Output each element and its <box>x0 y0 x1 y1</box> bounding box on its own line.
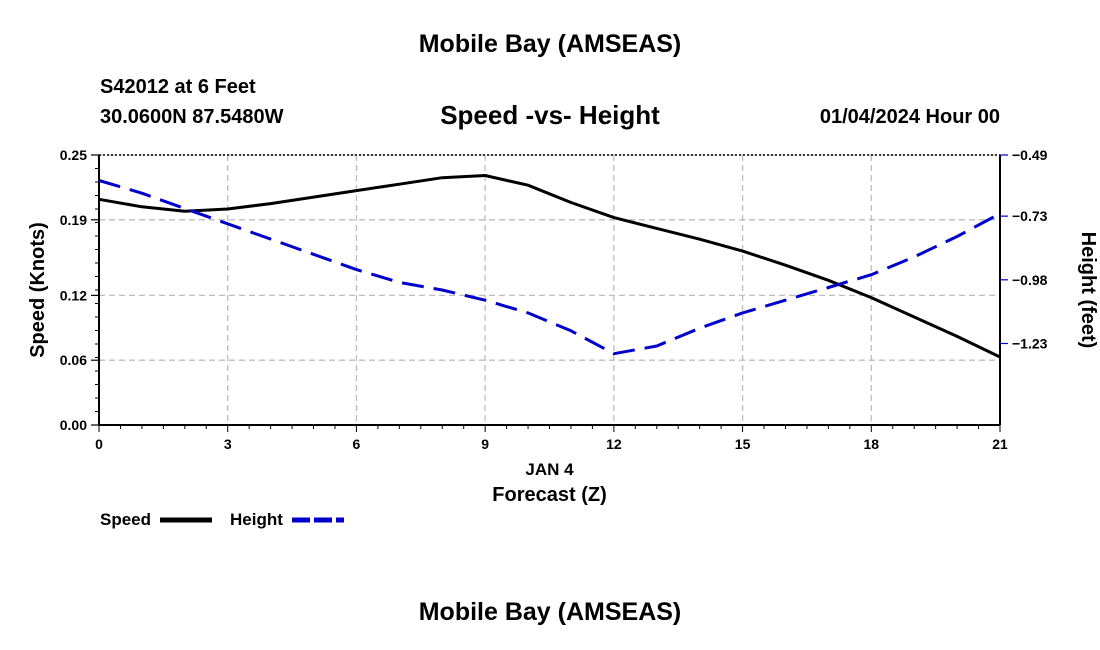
forecast-date: 01/04/2024 Hour 00 <box>819 106 1000 128</box>
x-tick-label: 18 <box>863 436 879 452</box>
y-tick-label: 0.06 <box>60 352 87 368</box>
x-tick-label: 0 <box>95 436 103 452</box>
x-tick-label: 12 <box>606 436 622 452</box>
x-tick-label: 15 <box>735 436 751 452</box>
chart-title: Speed -vs- Height <box>440 100 660 130</box>
y-tick-label: 0.25 <box>60 147 87 163</box>
x-tick-label: 21 <box>992 436 1008 452</box>
x-tick-label: 6 <box>353 436 361 452</box>
legend-label-speed: Speed <box>100 510 151 529</box>
y2-tick-label: −1.23 <box>1012 335 1048 351</box>
y-axis-label: Speed (Knots) <box>27 222 49 358</box>
x-axis-label: Forecast (Z) <box>492 484 606 506</box>
y2-tick-label: −0.73 <box>1012 208 1048 224</box>
y2-tick-label: −0.49 <box>1012 147 1048 163</box>
y-tick-label: 0.00 <box>60 417 87 433</box>
x-axis-day-label: JAN 4 <box>525 460 574 479</box>
repeated-page-title: Mobile Bay (AMSEAS) <box>418 598 682 626</box>
coordinates-label: 30.0600N 87.5480W <box>100 106 284 128</box>
speed-series-line <box>98 174 1001 359</box>
x-tick-label: 3 <box>224 436 232 452</box>
y-tick-label: 0.12 <box>60 287 87 303</box>
y-tick-label: 0.19 <box>60 212 87 228</box>
y2-axis-label: Height (feet) <box>1077 232 1099 349</box>
station-label: S42012 at 6 Feet <box>100 76 256 98</box>
x-tick-label: 9 <box>481 436 489 452</box>
height-series-line <box>98 179 1001 356</box>
legend-label-height: Height <box>230 510 283 529</box>
page-title: Mobile Bay (AMSEAS) <box>418 30 682 58</box>
y2-tick-label: −0.98 <box>1012 272 1048 288</box>
